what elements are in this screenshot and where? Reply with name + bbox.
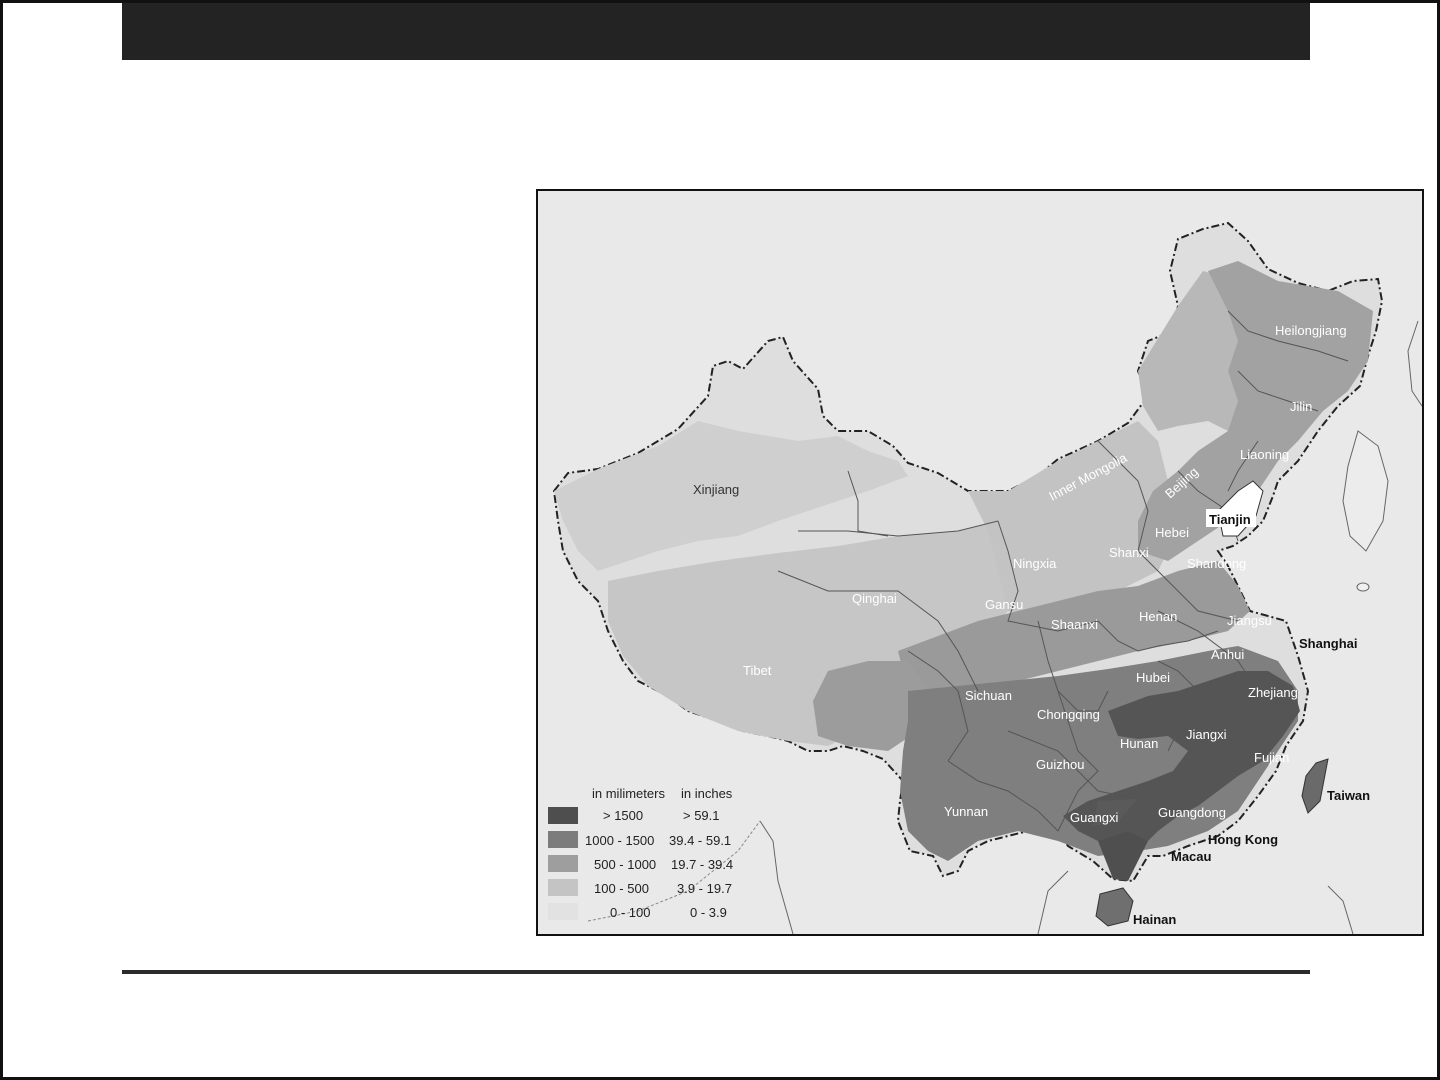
region-label-sichuan: Sichuan bbox=[965, 688, 1012, 703]
region-label-liaoning: Liaoning bbox=[1240, 447, 1289, 462]
region-label-yunnan: Yunnan bbox=[944, 804, 988, 819]
legend-header-in: in inches bbox=[681, 786, 733, 801]
region-label-anhui: Anhui bbox=[1211, 647, 1244, 662]
region-label-hebei: Hebei bbox=[1155, 525, 1189, 540]
region-label-guangdong: Guangdong bbox=[1158, 805, 1226, 820]
legend-mm-3: 500 - 1000 bbox=[594, 857, 656, 872]
legend-swatch-4 bbox=[548, 879, 578, 896]
legend-swatch-5 bbox=[548, 903, 578, 920]
region-label-shaanxi: Shaanxi bbox=[1051, 617, 1098, 632]
region-label-jiangsu: Jiangsu bbox=[1227, 613, 1272, 628]
legend-in-2: 39.4 - 59.1 bbox=[669, 833, 731, 848]
legend-in-3: 19.7 - 39.4 bbox=[671, 857, 733, 872]
region-label-ningxia: Ningxia bbox=[1013, 556, 1057, 571]
china-precipitation-map: Xinjiang Tibet Qinghai Gansu Inner Mongo… bbox=[536, 189, 1424, 936]
region-label-chongqing: Chongqing bbox=[1037, 707, 1100, 722]
footer-rule bbox=[122, 970, 1310, 974]
place-label-hong-kong: Hong Kong bbox=[1208, 832, 1278, 847]
region-label-guizhou: Guizhou bbox=[1036, 757, 1084, 772]
place-label-macau: Macau bbox=[1171, 849, 1212, 864]
legend-header-mm: in milimeters bbox=[592, 786, 665, 801]
legend-swatch-3 bbox=[548, 855, 578, 872]
legend-mm-2: 1000 - 1500 bbox=[585, 833, 654, 848]
hainan-shape bbox=[1095, 887, 1134, 927]
place-label-hainan: Hainan bbox=[1133, 912, 1176, 927]
region-label-gansu: Gansu bbox=[985, 597, 1023, 612]
region-label-shandong: Shandong bbox=[1187, 556, 1246, 571]
region-label-hunan: Hunan bbox=[1120, 736, 1158, 751]
legend-swatch-1 bbox=[548, 807, 578, 824]
map-legend: in milimeters in inches > 1500 > 59.1 10… bbox=[548, 786, 733, 920]
region-label-henan: Henan bbox=[1139, 609, 1177, 624]
region-label-fujian: Fujian bbox=[1254, 750, 1289, 765]
legend-in-4: 3.9 - 19.7 bbox=[677, 881, 732, 896]
region-label-jiangxi: Jiangxi bbox=[1186, 727, 1227, 742]
legend-mm-1: > 1500 bbox=[603, 808, 643, 823]
legend-mm-4: 100 - 500 bbox=[594, 881, 649, 896]
place-label-taiwan: Taiwan bbox=[1327, 788, 1370, 803]
legend-in-1: > 59.1 bbox=[683, 808, 720, 823]
legend-swatch-2 bbox=[548, 831, 578, 848]
legend-mm-5: 0 - 100 bbox=[610, 905, 650, 920]
region-label-hubei: Hubei bbox=[1136, 670, 1170, 685]
region-label-shanxi: Shanxi bbox=[1109, 545, 1149, 560]
legend-in-5: 0 - 3.9 bbox=[690, 905, 727, 920]
region-label-guangxi: Guangxi bbox=[1070, 810, 1119, 825]
title-bar bbox=[122, 3, 1310, 60]
place-label-shanghai: Shanghai bbox=[1299, 636, 1358, 651]
region-label-qinghai: Qinghai bbox=[852, 591, 897, 606]
region-label-heilongjiang: Heilongjiang bbox=[1275, 323, 1347, 338]
region-label-zhejiang: Zhejiang bbox=[1248, 685, 1298, 700]
region-label-jilin: Jilin bbox=[1290, 399, 1312, 414]
taiwan-shape bbox=[1301, 758, 1329, 814]
region-label-xinjiang: Xinjiang bbox=[693, 482, 739, 497]
region-label-tibet: Tibet bbox=[743, 663, 772, 678]
place-label-tianjin: Tianjin bbox=[1209, 512, 1251, 527]
